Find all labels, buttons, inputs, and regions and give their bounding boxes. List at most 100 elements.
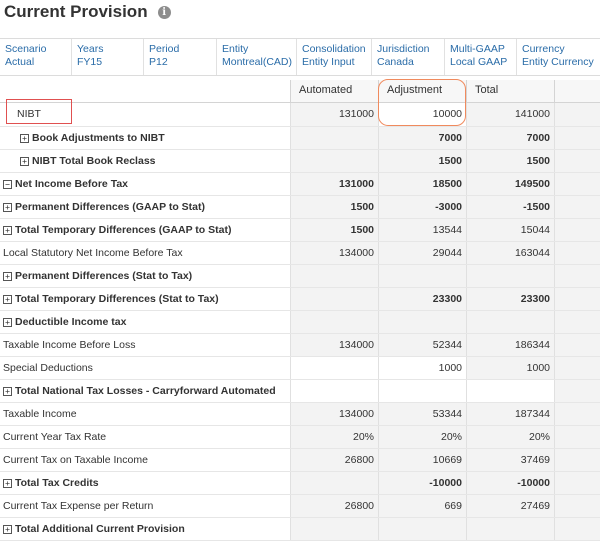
table-row: − Net Income Before Tax 131000 18500 1495… [0, 173, 600, 196]
expand-icon[interactable]: + [20, 134, 29, 143]
expand-icon[interactable]: + [3, 479, 12, 488]
cell-adjustment: 53344 [378, 403, 466, 425]
point-of-view-bar: Scenario Actual Years FY15 Period P12 Entit… [0, 38, 600, 76]
row-label: NIBT Total Book Reclass [32, 155, 156, 167]
table-row: Special Deductions 1000 1000 [0, 357, 600, 380]
expand-icon[interactable]: + [3, 295, 12, 304]
pov-consolidation[interactable]: Consolidation Entity Input [297, 39, 372, 75]
cell-total: 20% [466, 426, 554, 448]
expand-icon[interactable]: + [3, 525, 12, 534]
table-row: + NIBT Total Book Reclass 1500 1500 [0, 150, 600, 173]
cell-total: 187344 [466, 403, 554, 425]
cell-total: 23300 [466, 288, 554, 310]
cell-automated [290, 288, 378, 310]
row-label: Taxable Income [0, 403, 290, 425]
info-icon[interactable]: i [157, 6, 171, 19]
cell-adjustment: -3000 [378, 196, 466, 218]
row-label: Current Year Tax Rate [0, 426, 290, 448]
cell-automated: 26800 [290, 495, 378, 517]
cell-automated [290, 472, 378, 494]
table-row: + Book Adjustments to NIBT 7000 7000 [0, 127, 600, 150]
expand-icon[interactable]: + [3, 203, 12, 212]
cell-total: 1000 [466, 357, 554, 379]
row-label: Deductible Income tax [15, 316, 127, 328]
cell-adjustment [378, 380, 466, 402]
row-label: Current Tax Expense per Return [0, 495, 290, 517]
row-label: Current Tax on Taxable Income [0, 449, 290, 471]
pov-period[interactable]: Period P12 [144, 39, 217, 75]
row-label: Total Tax Credits [15, 477, 99, 489]
cell-automated: 20% [290, 426, 378, 448]
table-row: + Permanent Differences (Stat to Tax) [0, 265, 600, 288]
cell-automated: 131000 [290, 103, 378, 126]
cell-total: 163044 [466, 242, 554, 264]
cell-total: 37469 [466, 449, 554, 471]
row-label: Net Income Before Tax [15, 178, 129, 190]
table-row: + Total Temporary Differences (Stat to Ta… [0, 288, 600, 311]
cell-total [466, 518, 554, 540]
row-label: Permanent Differences (GAAP to Stat) [15, 201, 206, 213]
column-header-total[interactable]: Total [466, 80, 554, 102]
cell-adjustment: 29044 [378, 242, 466, 264]
cell-total [466, 265, 554, 287]
pov-jurisdiction[interactable]: Jurisdiction Canada [372, 39, 445, 75]
expand-icon[interactable]: + [3, 387, 12, 396]
cell-total: 7000 [466, 127, 554, 149]
expand-icon[interactable]: + [3, 318, 12, 327]
pov-scenario[interactable]: Scenario Actual [0, 39, 72, 75]
cell-total: 141000 [466, 103, 554, 126]
cell-automated [290, 357, 378, 379]
row-label: NIBT [0, 103, 290, 126]
cell-automated [290, 265, 378, 287]
cell-adjustment: 7000 [378, 127, 466, 149]
table-row: NIBT 131000 10000 141000 [0, 103, 600, 127]
column-header-automated[interactable]: Automated [290, 80, 378, 102]
cell-automated [290, 150, 378, 172]
pov-entity[interactable]: Entity Montreal(CAD) [217, 39, 297, 75]
table-row: Current Tax Expense per Return 26800 669… [0, 495, 600, 518]
table-row: Taxable Income 134000 53344 187344 [0, 403, 600, 426]
table-row: + Total Tax Credits -10000 -10000 [0, 472, 600, 495]
cell-adjustment: 1500 [378, 150, 466, 172]
cell-adjustment: -10000 [378, 472, 466, 494]
row-label: Permanent Differences (Stat to Tax) [15, 270, 193, 282]
table-row: + Permanent Differences (GAAP to Stat) 15… [0, 196, 600, 219]
cell-automated: 1500 [290, 196, 378, 218]
expand-icon[interactable]: + [3, 226, 12, 235]
cell-adjustment: 52344 [378, 334, 466, 356]
pov-multi-gaap[interactable]: Multi-GAAP Local GAAP [445, 39, 517, 75]
pov-currency[interactable]: Currency Entity Currency [522, 43, 594, 68]
table-row: + Total Additional Current Provision [0, 518, 600, 541]
column-header-adjustment[interactable]: Adjustment [378, 80, 466, 102]
table-row: Local Statutory Net Income Before Tax 13… [0, 242, 600, 265]
table-row: Current Tax on Taxable Income 26800 1066… [0, 449, 600, 472]
row-label: Book Adjustments to NIBT [32, 132, 165, 144]
cell-total [466, 380, 554, 402]
pov-years[interactable]: Years FY15 [72, 39, 144, 75]
cell-adjustment: 669 [378, 495, 466, 517]
page-title: Current Provision i [4, 0, 171, 26]
cell-automated: 131000 [290, 173, 378, 195]
row-label: Local Statutory Net Income Before Tax [0, 242, 290, 264]
expand-icon[interactable]: + [20, 157, 29, 166]
cell-adjustment-input[interactable]: 1000 [378, 357, 466, 379]
cell-total: 186344 [466, 334, 554, 356]
table-row: Taxable Income Before Loss 134000 52344 … [0, 334, 600, 357]
cell-automated [290, 518, 378, 540]
cell-adjustment [378, 311, 466, 333]
cell-automated: 134000 [290, 334, 378, 356]
table-row: + Total Temporary Differences (GAAP to St… [0, 219, 600, 242]
expand-icon[interactable]: + [3, 272, 12, 281]
row-label: Total Additional Current Provision [15, 523, 185, 535]
cell-adjustment-input[interactable]: 10000 [378, 103, 466, 126]
row-label: Total Temporary Differences (Stat to Tax… [15, 293, 219, 305]
cell-total: -1500 [466, 196, 554, 218]
cell-total: 1500 [466, 150, 554, 172]
cell-total [466, 311, 554, 333]
collapse-icon[interactable]: − [3, 180, 12, 189]
cell-automated: 134000 [290, 403, 378, 425]
cell-automated [290, 380, 378, 402]
row-label: Taxable Income Before Loss [0, 334, 290, 356]
table-row: + Total National Tax Losses - Carryforwar… [0, 380, 600, 403]
cell-adjustment [378, 265, 466, 287]
